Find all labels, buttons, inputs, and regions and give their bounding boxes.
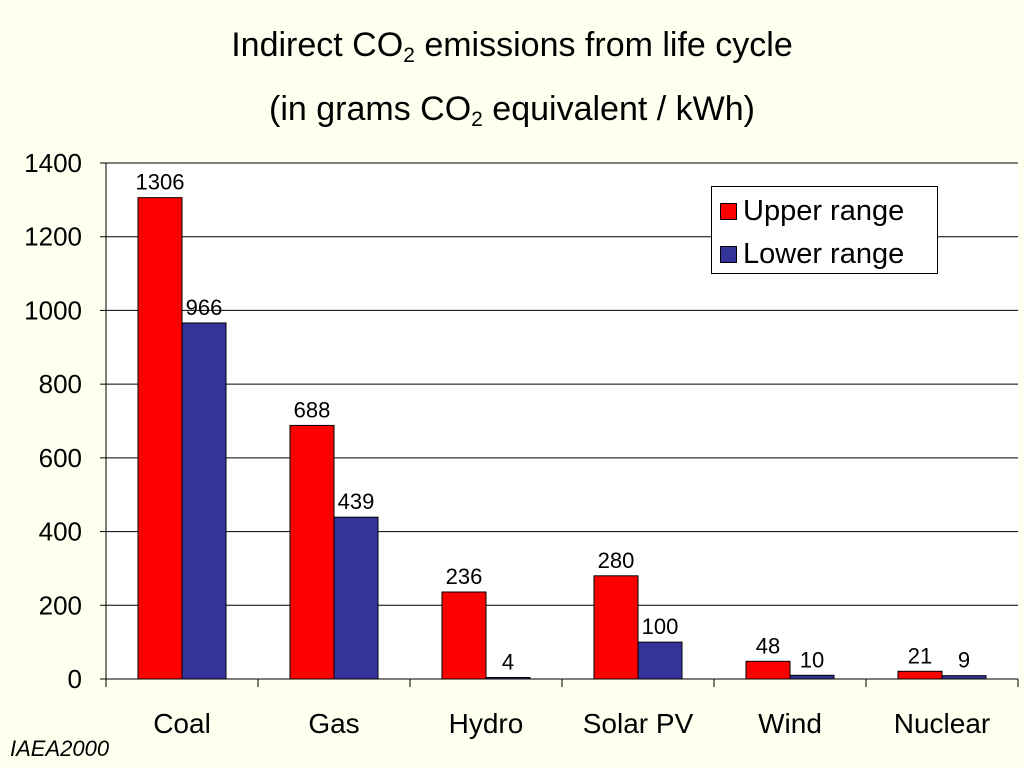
x-category-label: Gas <box>308 708 359 739</box>
chart-title-line1: Indirect CO2 emissions from life cycle <box>231 26 793 67</box>
y-tick-label: 1000 <box>24 295 82 325</box>
bar-lower <box>941 675 987 680</box>
data-label: 4 <box>502 650 514 675</box>
bar-lower <box>637 641 683 680</box>
chart-title-line2: (in grams CO2 equivalent / kWh) <box>269 90 755 131</box>
legend-label-upper: Upper range <box>743 194 905 227</box>
bar-upper <box>137 197 183 680</box>
data-label: 439 <box>338 489 375 514</box>
x-category-label: Nuclear <box>894 708 990 739</box>
data-label: 1306 <box>136 170 185 195</box>
y-tick-label: 400 <box>39 517 82 547</box>
x-category-label: Wind <box>758 708 822 739</box>
x-category-label: Coal <box>153 708 211 739</box>
bar-lower <box>181 322 227 680</box>
chart-legend: Upper range Lower range <box>711 186 938 274</box>
legend-label-lower: Lower range <box>743 237 905 270</box>
bar-upper <box>745 660 791 680</box>
data-label: 688 <box>294 397 331 422</box>
y-tick-label: 600 <box>39 443 82 473</box>
data-label: 21 <box>908 643 932 668</box>
legend-swatch-upper <box>720 202 737 220</box>
y-tick-label: 800 <box>39 369 82 399</box>
source-credit: IAEA2000 <box>10 736 110 761</box>
bar-upper <box>441 591 487 680</box>
y-tick-label: 200 <box>39 590 82 620</box>
bar-lower <box>333 516 379 680</box>
data-label: 9 <box>958 648 970 673</box>
legend-item-lower: Lower range <box>720 236 904 272</box>
legend-swatch-lower <box>720 245 737 263</box>
bar-upper <box>897 670 943 680</box>
data-label: 236 <box>446 564 483 589</box>
data-label: 966 <box>186 295 223 320</box>
bar-upper <box>593 575 639 680</box>
x-category-label: Solar PV <box>583 708 694 739</box>
x-category-label: Hydro <box>449 708 524 739</box>
bar-lower <box>485 677 531 680</box>
legend-item-upper: Upper range <box>720 193 904 229</box>
y-tick-label: 1400 <box>24 148 82 178</box>
bar-upper <box>289 424 335 680</box>
y-tick-label: 0 <box>68 664 82 694</box>
data-label: 48 <box>756 633 780 658</box>
data-label: 10 <box>800 647 824 672</box>
y-tick-label: 1200 <box>24 222 82 252</box>
bar-lower <box>789 674 835 680</box>
data-label: 100 <box>642 614 679 639</box>
data-label: 280 <box>598 548 635 573</box>
